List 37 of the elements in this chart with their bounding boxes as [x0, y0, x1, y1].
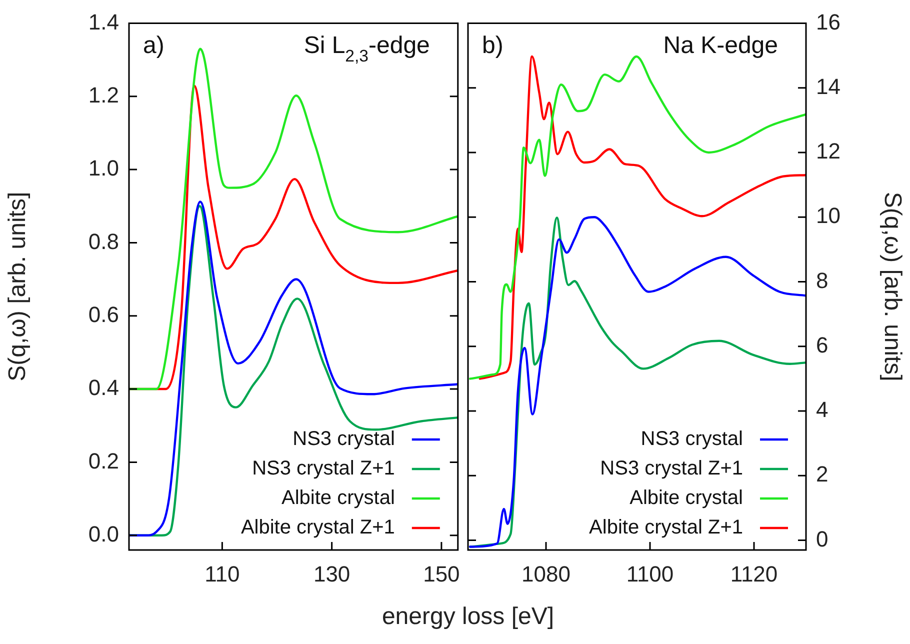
y-tick-label: 0.0	[88, 521, 119, 546]
legend-label: Albite crystal Z+1	[589, 516, 744, 539]
annotation: a)	[143, 32, 164, 60]
x-tick-label: 1080	[522, 561, 570, 586]
y2-axis-title: S(q,ω) [arb. units]	[878, 192, 906, 382]
x-tick-label: 150	[423, 561, 460, 586]
y-tick-label: 0.6	[88, 302, 119, 327]
y-tick-label: 0.4	[88, 375, 119, 400]
y2-tick-label: 6	[816, 332, 828, 358]
y2-tick-label: 0	[816, 526, 828, 552]
y2-tick-label: 14	[816, 74, 840, 99]
x-tick-label: 1100	[626, 561, 674, 586]
legend-label: NS3 crystal Z+1	[252, 458, 395, 480]
y2-tick-label: 10	[816, 203, 840, 228]
x-tick-label: 1120	[730, 561, 778, 586]
y2-tick-label: 4	[816, 397, 828, 422]
x-axis-title: energy loss [eV]	[380, 603, 556, 631]
legend-label: Albite crystal Z+1	[240, 516, 395, 539]
legend-label: NS3 crystal Z+1	[600, 458, 744, 480]
y-tick-label: 1.2	[88, 82, 119, 108]
legend-label: Albite crystal	[282, 487, 395, 510]
legend-label: Albite crystal	[630, 487, 744, 510]
x-tick-label: 110	[204, 561, 240, 586]
y-tick-label: 1.0	[88, 156, 119, 181]
y2-tick-label: 8	[816, 268, 828, 293]
y2-tick-label: 12	[816, 138, 840, 164]
y2-tick-label: 2	[816, 462, 828, 487]
legend-label: NS3 crystal	[640, 428, 744, 450]
y-axis-title: S(q,ω) [arb. units]	[4, 192, 32, 382]
legend-label: NS3 crystal	[292, 428, 395, 450]
y-tick-label: 1.4	[88, 9, 119, 34]
annotation: Na K-edge	[663, 32, 778, 60]
x-tick-label: 130	[313, 561, 350, 586]
y2-tick-label: 16	[816, 9, 840, 34]
annotation: b)	[482, 32, 504, 60]
y-tick-label: 0.2	[88, 448, 119, 474]
y-tick-label: 0.8	[88, 228, 119, 254]
